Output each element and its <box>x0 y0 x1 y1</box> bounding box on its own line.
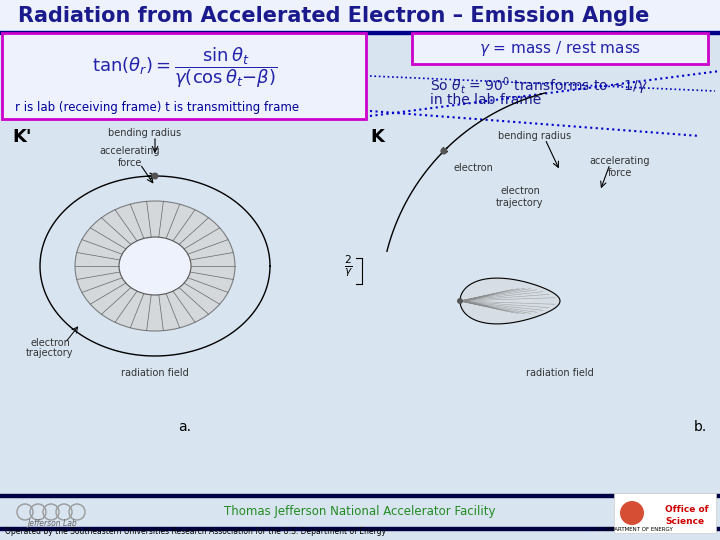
Text: Thomas Jefferson National Accelerator Facility: Thomas Jefferson National Accelerator Fa… <box>224 505 496 518</box>
Text: $\gamma$ = mass / rest mass: $\gamma$ = mass / rest mass <box>479 38 641 57</box>
Text: electron: electron <box>454 163 494 173</box>
Text: Office of: Office of <box>665 505 708 515</box>
Circle shape <box>620 501 644 525</box>
Text: bending radius: bending radius <box>498 131 572 141</box>
Circle shape <box>151 172 158 179</box>
Text: in the lab frame: in the lab frame <box>430 93 541 107</box>
Text: trajectory: trajectory <box>26 348 73 358</box>
Text: electron
trajectory: electron trajectory <box>496 186 544 207</box>
Text: electron: electron <box>30 338 70 348</box>
Circle shape <box>441 147 447 154</box>
Text: accelerating
force: accelerating force <box>590 156 650 178</box>
Text: a.: a. <box>179 420 192 434</box>
Polygon shape <box>460 278 560 324</box>
Text: b.: b. <box>693 420 706 434</box>
Text: K': K' <box>12 128 32 146</box>
Text: radiation field: radiation field <box>121 368 189 378</box>
Circle shape <box>457 298 463 304</box>
Text: Operated by the Southeastern Universities Research Association for the U.S. Depa: Operated by the Southeastern Universitie… <box>5 527 386 536</box>
FancyBboxPatch shape <box>412 33 708 64</box>
Text: accelerating
force: accelerating force <box>100 146 161 167</box>
Text: So $\theta_t$ = 90$^0$ transforms to ~1/$\gamma$: So $\theta_t$ = 90$^0$ transforms to ~1/… <box>430 75 648 97</box>
Text: K: K <box>370 128 384 146</box>
FancyBboxPatch shape <box>0 0 720 31</box>
FancyBboxPatch shape <box>614 493 716 533</box>
Text: radiation field: radiation field <box>526 368 594 378</box>
FancyBboxPatch shape <box>2 33 366 119</box>
Text: $\mathrm{tan}(\theta_r){=}\dfrac{\sin\theta_t}{\gamma(\cos\theta_t{-}\beta)}$: $\mathrm{tan}(\theta_r){=}\dfrac{\sin\th… <box>92 46 278 90</box>
Text: Science: Science <box>665 517 704 526</box>
Ellipse shape <box>119 237 191 295</box>
Text: Radiation from Accelerated Electron – Emission Angle: Radiation from Accelerated Electron – Em… <box>18 6 649 26</box>
Ellipse shape <box>75 201 235 331</box>
Text: bending radius: bending radius <box>109 128 181 138</box>
Text: r is lab (receiving frame) t is transmitting frame: r is lab (receiving frame) t is transmit… <box>15 102 299 114</box>
Text: U.S. DEPARTMENT OF ENERGY: U.S. DEPARTMENT OF ENERGY <box>591 527 673 532</box>
Text: Jefferson Lab: Jefferson Lab <box>27 518 77 528</box>
Text: $\frac{2}{\gamma}$: $\frac{2}{\gamma}$ <box>343 254 352 279</box>
